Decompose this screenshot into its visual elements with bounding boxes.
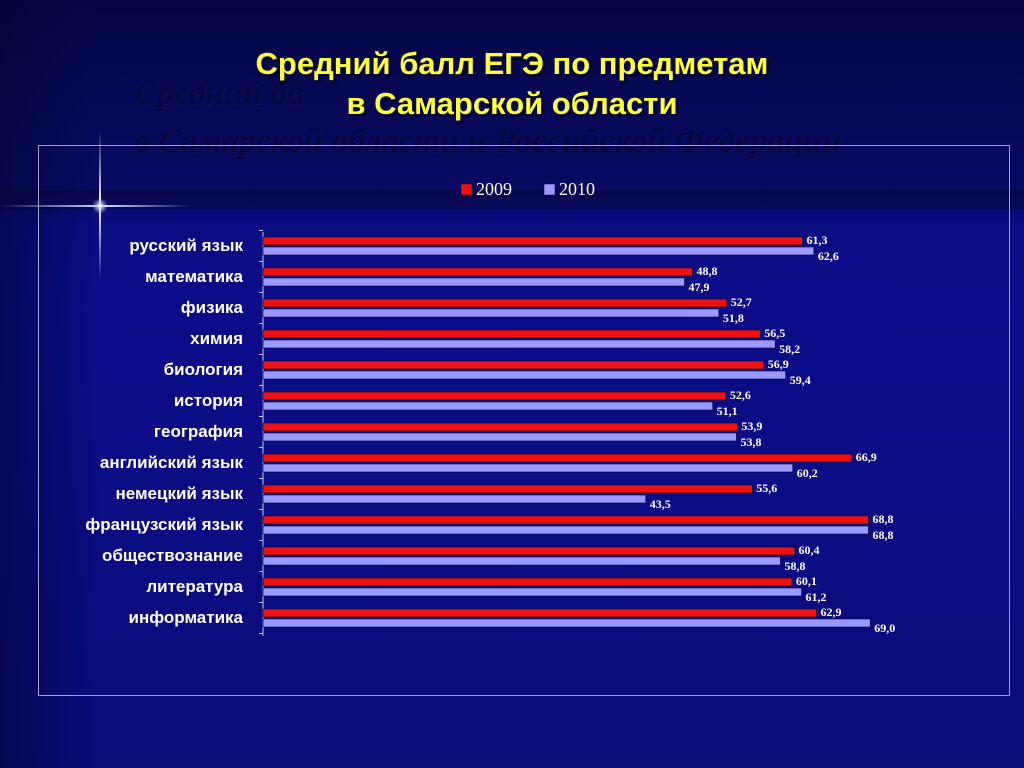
bar-2009 <box>262 391 727 401</box>
data-label-2009: 62,9 <box>821 605 842 619</box>
category-label: химия <box>190 329 243 348</box>
bar-2010 <box>262 556 781 566</box>
ghost-title-line1: Средний ба <box>135 75 305 112</box>
data-label-2010: 53,8 <box>740 435 761 449</box>
bar-2010 <box>262 463 794 473</box>
data-label-2009: 60,4 <box>799 543 820 557</box>
data-label-2009: 52,7 <box>731 295 752 309</box>
data-label-2010: 43,5 <box>650 497 671 511</box>
bar-2009 <box>262 546 795 556</box>
slide-title-line2: в Самарской области <box>346 86 678 121</box>
data-label-2010: 59,4 <box>790 373 811 387</box>
left-shade <box>0 0 100 768</box>
data-label-2010: 60,2 <box>797 466 818 480</box>
lens-flare-center <box>92 198 108 214</box>
slide-title: Средний балл ЕГЭ по предметам в Самарско… <box>0 44 1024 124</box>
category-label: немецкий язык <box>115 484 243 503</box>
category-label: обществознание <box>102 546 243 565</box>
chart-frame <box>38 145 1010 696</box>
bar-2009 <box>262 360 765 370</box>
data-label-2010: 47,9 <box>689 280 710 294</box>
bar-2010 <box>262 308 720 318</box>
data-label-2010: 68,8 <box>872 528 893 542</box>
slide-title-line1: Средний балл ЕГЭ по предметам <box>255 46 769 81</box>
category-label: биология <box>164 360 243 379</box>
category-label: география <box>154 422 243 441</box>
bar-2010 <box>262 525 869 535</box>
data-label-2009: 56,5 <box>764 326 785 340</box>
data-label-2009: 52,6 <box>730 388 751 402</box>
bar-2009 <box>262 453 853 463</box>
bar-2009 <box>262 298 728 308</box>
bar-2009 <box>262 608 817 618</box>
bar-2009 <box>262 267 693 277</box>
bar-2010 <box>262 277 685 287</box>
category-label: французский язык <box>85 515 243 534</box>
bar-2010 <box>262 246 815 256</box>
data-label-2010: 62,6 <box>818 249 839 263</box>
data-label-2010: 51,8 <box>723 311 744 325</box>
bar-2010 <box>262 618 871 628</box>
bar-2010 <box>262 339 776 349</box>
category-label: литература <box>146 577 243 596</box>
bar-2009 <box>262 236 803 246</box>
category-label: история <box>174 391 243 410</box>
header-band <box>0 0 1024 210</box>
legend-swatch-2010 <box>543 183 556 196</box>
data-label-2009: 53,9 <box>741 419 762 433</box>
bar-2009 <box>262 515 869 525</box>
bar-2010 <box>262 370 787 380</box>
bar-2009 <box>262 577 793 587</box>
data-label-2009: 48,8 <box>696 264 717 278</box>
data-label-2010: 69,0 <box>874 621 895 635</box>
data-label-2009: 61,3 <box>806 233 827 247</box>
data-label-2009: 60,1 <box>796 574 817 588</box>
bar-2009 <box>262 329 761 339</box>
data-label-2010: 61,2 <box>806 590 827 604</box>
legend-label-2010: 2010 <box>559 179 595 199</box>
bar-2009 <box>262 484 753 494</box>
data-label-2009: 55,6 <box>756 481 777 495</box>
data-label-2009: 56,9 <box>768 357 789 371</box>
category-label: математика <box>145 267 243 286</box>
category-label: русский язык <box>129 236 243 255</box>
bar-2010 <box>262 401 713 411</box>
bar-2010 <box>262 494 647 504</box>
data-label-2010: 51,1 <box>717 404 738 418</box>
data-label-2010: 58,8 <box>784 559 805 573</box>
legend-swatch-2009 <box>460 183 473 196</box>
ghost-title: Средний ба в Самарской области и Российс… <box>135 70 1015 166</box>
category-label: информатика <box>129 608 244 627</box>
category-label: физика <box>181 298 244 317</box>
data-label-2010: 58,2 <box>779 342 800 356</box>
bar-2010 <box>262 432 737 442</box>
bar-2010 <box>262 587 802 597</box>
category-label: английский язык <box>100 453 244 472</box>
bar-2009 <box>262 422 738 432</box>
data-label-2009: 66,9 <box>856 450 877 464</box>
data-label-2009: 68,8 <box>872 512 893 526</box>
legend-label-2009: 2009 <box>476 179 512 199</box>
ghost-title-line2: в Самарской области и Российской Федерац… <box>135 123 842 160</box>
